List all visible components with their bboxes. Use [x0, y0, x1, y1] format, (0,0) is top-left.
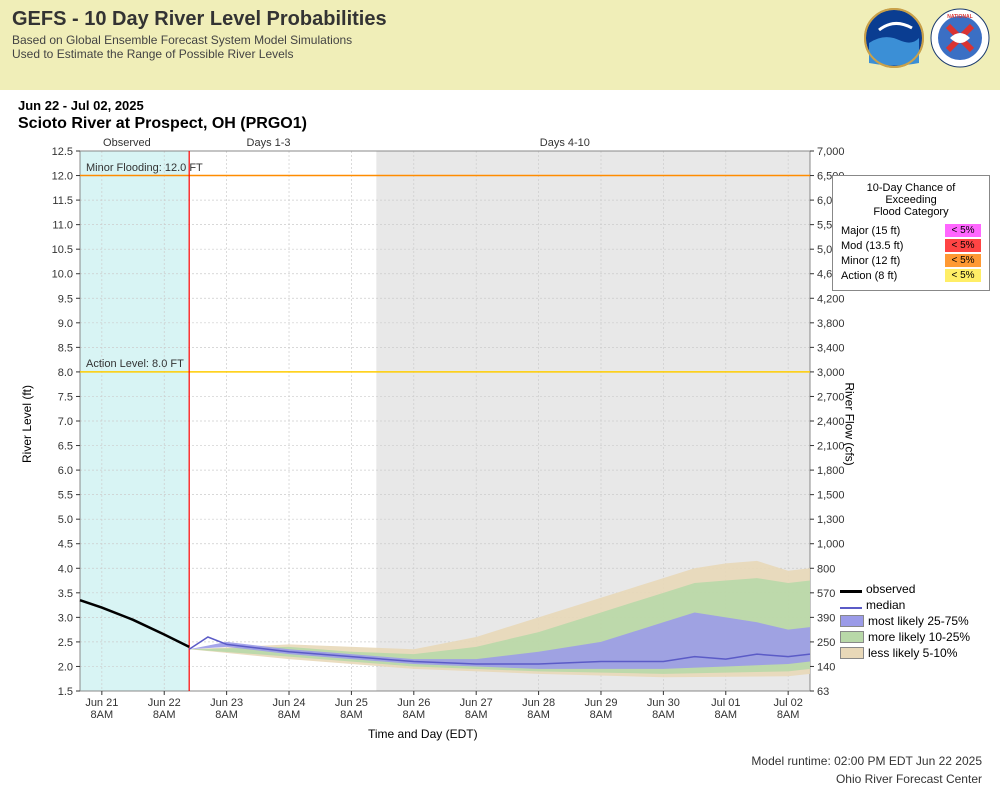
svg-text:3,400: 3,400: [817, 342, 845, 354]
x-axis-label: Time and Day (EDT): [368, 727, 478, 741]
svg-text:8AM: 8AM: [91, 709, 114, 721]
svg-text:4.0: 4.0: [58, 563, 73, 575]
svg-text:6.0: 6.0: [58, 465, 73, 477]
flood-legend-row: Action (8 ft)< 5%: [841, 269, 981, 282]
station-title: Scioto River at Prospect, OH (PRGO1): [18, 115, 1000, 133]
svg-text:2,400: 2,400: [817, 416, 845, 428]
svg-text:6.5: 6.5: [58, 441, 73, 453]
date-range: Jun 22 - Jul 02, 2025: [18, 98, 1000, 113]
svg-text:8AM: 8AM: [714, 709, 737, 721]
threshold-label: Minor Flooding: 12.0 FT: [86, 162, 203, 174]
svg-text:2.5: 2.5: [58, 637, 73, 649]
svg-text:Jun 28: Jun 28: [522, 697, 555, 709]
svg-text:11.5: 11.5: [52, 195, 73, 207]
svg-text:3,800: 3,800: [817, 318, 845, 330]
svg-text:8.5: 8.5: [58, 342, 73, 354]
section-label: Days 1-3: [247, 137, 291, 149]
svg-text:1,500: 1,500: [817, 490, 845, 502]
svg-text:1,000: 1,000: [817, 539, 845, 551]
svg-text:800: 800: [817, 563, 835, 575]
svg-text:4,200: 4,200: [817, 293, 845, 305]
svg-text:5.5: 5.5: [58, 490, 73, 502]
svg-text:9.5: 9.5: [58, 293, 73, 305]
svg-text:390: 390: [817, 612, 835, 624]
svg-text:1,300: 1,300: [817, 514, 845, 526]
svg-text:Jun 29: Jun 29: [584, 697, 617, 709]
svg-text:8AM: 8AM: [465, 709, 488, 721]
svg-text:Jun 25: Jun 25: [335, 697, 368, 709]
svg-text:3.5: 3.5: [58, 588, 73, 600]
line-legend-row: observed: [840, 582, 990, 596]
svg-text:Jun 30: Jun 30: [647, 697, 680, 709]
svg-text:NATIONAL: NATIONAL: [947, 14, 972, 20]
svg-text:Jun 24: Jun 24: [273, 697, 306, 709]
svg-text:3.0: 3.0: [58, 612, 73, 624]
flood-legend-row: Major (15 ft)< 5%: [841, 224, 981, 237]
flood-legend-row: Minor (12 ft)< 5%: [841, 254, 981, 267]
svg-text:4.5: 4.5: [58, 539, 73, 551]
svg-text:Jul 01: Jul 01: [711, 697, 740, 709]
svg-text:10.0: 10.0: [52, 269, 73, 281]
svg-text:8AM: 8AM: [527, 709, 550, 721]
svg-text:8AM: 8AM: [215, 709, 238, 721]
page-title: GEFS - 10 Day River Level Probabilities: [12, 8, 988, 31]
line-legend-row: less likely 5-10%: [840, 646, 990, 660]
svg-text:63: 63: [817, 686, 829, 698]
subtitle-2: Used to Estimate the Range of Possible R…: [12, 47, 988, 61]
svg-text:250: 250: [817, 637, 835, 649]
svg-text:2.0: 2.0: [58, 661, 73, 673]
svg-text:140: 140: [817, 661, 835, 673]
svg-text:12.5: 12.5: [52, 146, 73, 158]
flood-legend-row: Mod (13.5 ft)< 5%: [841, 239, 981, 252]
svg-text:570: 570: [817, 588, 835, 600]
svg-text:8AM: 8AM: [652, 709, 675, 721]
nws-logo-icon: NATIONAL: [930, 8, 990, 68]
svg-text:10.5: 10.5: [52, 244, 73, 256]
svg-text:5.0: 5.0: [58, 514, 73, 526]
subtitle-1: Based on Global Ensemble Forecast System…: [12, 33, 988, 47]
svg-text:Jun 26: Jun 26: [397, 697, 430, 709]
section-label: Observed: [103, 137, 151, 149]
logos: NATIONAL: [864, 8, 990, 68]
svg-text:9.0: 9.0: [58, 318, 73, 330]
svg-text:Jun 21: Jun 21: [85, 697, 118, 709]
svg-text:11.0: 11.0: [52, 220, 73, 232]
line-legend-row: most likely 25-75%: [840, 614, 990, 628]
model-runtime: Model runtime: 02:00 PM EDT Jun 22 2025: [751, 754, 982, 768]
svg-text:7,000: 7,000: [817, 146, 845, 158]
svg-text:8AM: 8AM: [278, 709, 301, 721]
section-label: Days 4-10: [540, 137, 590, 149]
line-legend-row: median: [840, 598, 990, 612]
header: GEFS - 10 Day River Level Probabilities …: [0, 0, 1000, 90]
flood-legend: 10-Day Chance ofExceedingFlood Category M…: [832, 175, 990, 291]
y-axis-right-label: River Flow (cfs): [843, 382, 857, 465]
threshold-label: Action Level: 8.0 FT: [86, 358, 184, 370]
svg-text:8AM: 8AM: [153, 709, 176, 721]
svg-text:12.0: 12.0: [52, 171, 73, 183]
svg-text:3,000: 3,000: [817, 367, 845, 379]
svg-text:7.0: 7.0: [58, 416, 73, 428]
svg-text:Jul 02: Jul 02: [773, 697, 802, 709]
svg-text:8AM: 8AM: [402, 709, 425, 721]
svg-text:8AM: 8AM: [590, 709, 613, 721]
forecast-center: Ohio River Forecast Center: [836, 772, 982, 786]
svg-text:Jun 22: Jun 22: [148, 697, 181, 709]
line-legend: observed median most likely 25-75% more lik…: [840, 580, 990, 662]
svg-text:1.5: 1.5: [58, 686, 73, 698]
river-chart: 1.5 2.0 2.5 3.0 3.5 4.0 4.5 5.0 5.5 6.0 6.5 7.0 7.5 8…: [18, 137, 848, 737]
svg-text:2,100: 2,100: [817, 441, 845, 453]
y-axis-left-label: River Level (ft): [20, 385, 34, 463]
svg-text:8.0: 8.0: [58, 367, 73, 379]
svg-text:1,800: 1,800: [817, 465, 845, 477]
svg-text:7.5: 7.5: [58, 391, 73, 403]
noaa-logo-icon: [864, 8, 924, 68]
svg-text:Jun 23: Jun 23: [210, 697, 243, 709]
svg-text:Jun 27: Jun 27: [460, 697, 493, 709]
flood-legend-title: 10-Day Chance ofExceedingFlood Category: [841, 182, 981, 218]
svg-text:8AM: 8AM: [777, 709, 800, 721]
svg-text:2,700: 2,700: [817, 391, 845, 403]
svg-text:8AM: 8AM: [340, 709, 363, 721]
line-legend-row: more likely 10-25%: [840, 630, 990, 644]
